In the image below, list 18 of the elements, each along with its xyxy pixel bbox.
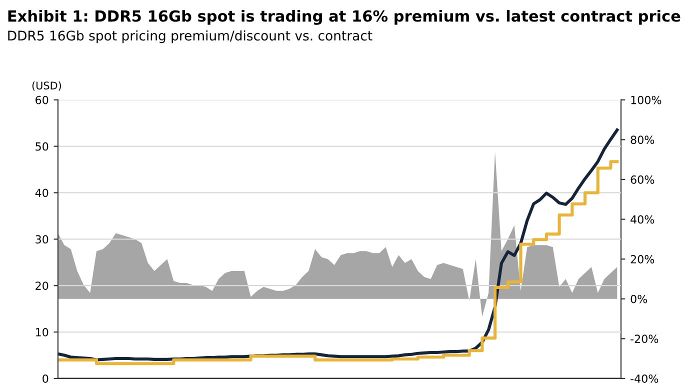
y-axis-title: (USD) [32,81,61,91]
y-tick-label: 20 [36,282,48,290]
y-tick-label: 60 [36,96,48,104]
y-tick-label: 30 [36,235,48,244]
y-tick-label: 40 [35,188,48,198]
y2-tick-label: -40% [630,374,658,383]
y2-tick-label: 0% [630,294,648,304]
y2-tick-label: 40% [630,215,654,224]
chart-subtitle: DDR5 16Gb spot pricing premium/discount vs. contract [8,30,372,44]
y2-tick-label: 100% [631,96,662,104]
y-tick-label: 50 [36,142,48,151]
y2-tick-label: -20% [630,334,658,344]
y-tick-label: 0 [42,374,48,383]
y2-tick-label: 20% [630,255,654,264]
y2-tick-label: 60% [630,175,654,184]
chart-title: Exhibit 1: DDR5 16Gb spot is trading at 16% premium vs. latest contract price [8,10,680,25]
y-tick-label: 10 [36,328,48,336]
y2-tick-label: 80% [630,136,654,144]
